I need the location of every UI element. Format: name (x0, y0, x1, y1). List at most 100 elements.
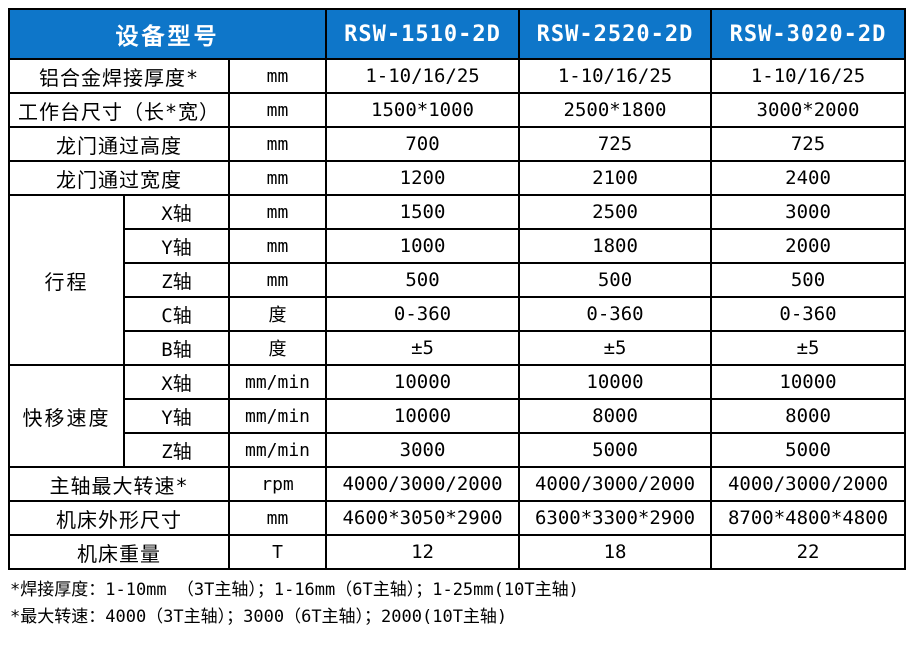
spec-label: 龙门通过高度 (8, 126, 230, 162)
spec-value: 2100 (518, 160, 713, 196)
model-header-rsw-1510: RSW-1510-2D (325, 8, 521, 60)
spec-value: 700 (325, 126, 521, 162)
row-table-size: 工作台尺寸（长*宽） mm 1500*1000 2500*1800 3000*2… (8, 92, 907, 128)
row-machine-weight: 机床重量 T 12 18 22 (8, 534, 907, 570)
spec-unit: mm (227, 160, 328, 196)
spec-table: 设备型号 RSW-1510-2D RSW-2520-2D RSW-3020-2D… (7, 8, 907, 570)
spec-unit: mm/min (227, 432, 328, 468)
spec-value: 4000/3000/2000 (710, 466, 907, 502)
model-header-rsw-2520: RSW-2520-2D (518, 8, 713, 60)
group-label-travel: 行程 (8, 194, 125, 366)
spec-value: 500 (325, 262, 521, 298)
spec-unit: mm/min (227, 398, 328, 434)
row-travel-z: Z轴 mm 500 500 500 (9, 262, 907, 298)
spec-label: 机床外形尺寸 (8, 500, 230, 536)
row-rapid-z: Z轴 mm/min 3000 5000 5000 (9, 432, 907, 468)
row-travel-y: Y轴 mm 1000 1800 2000 (9, 228, 907, 264)
spec-unit: 度 (227, 296, 328, 332)
spec-value: 4000/3000/2000 (518, 466, 713, 502)
axis-label: Z轴 (123, 432, 230, 468)
header-row: 设备型号 RSW-1510-2D RSW-2520-2D RSW-3020-2D (7, 8, 907, 60)
axis-label: Y轴 (123, 398, 230, 434)
spec-value: 12 (325, 534, 521, 570)
row-machine-dimensions: 机床外形尺寸 mm 4600*3050*2900 6300*3300*2900 … (8, 500, 907, 536)
spec-value: 1500 (325, 194, 521, 230)
spec-unit: mm (227, 92, 328, 128)
axis-label: B轴 (123, 330, 230, 366)
spec-unit: rpm (227, 466, 328, 502)
spec-unit: mm (227, 262, 328, 298)
row-travel-b: B轴 度 ±5 ±5 ±5 (9, 330, 907, 366)
spec-value: 10000 (325, 364, 521, 400)
spec-label: 主轴最大转速* (8, 466, 230, 502)
spec-value: 10000 (518, 364, 713, 400)
spec-value: 0-360 (325, 296, 521, 332)
device-model-header: 设备型号 (7, 8, 328, 60)
spec-unit: mm (227, 228, 328, 264)
spec-value: 500 (710, 262, 907, 298)
spec-value: 10000 (325, 398, 521, 434)
row-travel-x: 行程 X轴 mm 1500 2500 3000 (8, 194, 907, 366)
spec-value: 4600*3050*2900 (325, 500, 521, 536)
row-travel-c: C轴 度 0-360 0-360 0-360 (9, 296, 907, 332)
axis-label: C轴 (123, 296, 230, 332)
spec-value: 22 (710, 534, 907, 570)
row-gantry-height: 龙门通过高度 mm 700 725 725 (8, 126, 907, 162)
footnote-weld-thickness: *焊接厚度：1-10mm （3T主轴）；1-16mm（6T主轴）；1-25mm(… (10, 580, 579, 600)
spec-value: 2500*1800 (518, 92, 713, 128)
spec-unit: T (227, 534, 328, 570)
spec-unit: mm (227, 194, 328, 230)
spec-value: 1-10/16/25 (325, 58, 521, 94)
spec-value: 2000 (710, 228, 907, 264)
spec-value: 6300*3300*2900 (518, 500, 713, 536)
spec-value: 5000 (518, 432, 713, 468)
spec-value: 8000 (518, 398, 713, 434)
spec-value: 0-360 (518, 296, 713, 332)
model-header-rsw-3020: RSW-3020-2D (710, 8, 907, 60)
spec-label: 铝合金焊接厚度* (8, 58, 230, 94)
axis-label: X轴 (123, 364, 230, 400)
row-rapid-y: Y轴 mm/min 10000 8000 8000 (9, 398, 907, 434)
row-rapid-x: 快移速度 X轴 mm/min 10000 10000 10000 (8, 364, 907, 468)
spec-value: 0-360 (710, 296, 907, 332)
spec-value: 725 (518, 126, 713, 162)
spec-value: 1-10/16/25 (710, 58, 907, 94)
spec-value: 1800 (518, 228, 713, 264)
spec-value: 1200 (325, 160, 521, 196)
spec-value: 4000/3000/2000 (325, 466, 521, 502)
axis-label: Z轴 (123, 262, 230, 298)
spec-unit: 度 (227, 330, 328, 366)
footnotes: *焊接厚度：1-10mm （3T主轴）；1-16mm（6T主轴）；1-25mm(… (8, 577, 904, 631)
spec-value: 2500 (518, 194, 713, 230)
spec-label: 龙门通过宽度 (8, 160, 230, 196)
axis-label: X轴 (123, 194, 230, 230)
spec-value: 8700*4800*4800 (710, 500, 907, 536)
spec-value: 3000 (710, 194, 907, 230)
spec-value: ±5 (325, 330, 521, 366)
spec-unit: mm (227, 126, 328, 162)
row-gantry-width: 龙门通过宽度 mm 1200 2100 2400 (8, 160, 907, 196)
spec-label: 机床重量 (8, 534, 230, 570)
spec-unit: mm (227, 58, 328, 94)
spec-value: 18 (518, 534, 713, 570)
spec-value: 1-10/16/25 (518, 58, 713, 94)
group-label-rapid-speed: 快移速度 (8, 364, 125, 468)
row-weld-thickness: 铝合金焊接厚度* mm 1-10/16/25 1-10/16/25 1-10/1… (8, 58, 907, 94)
spec-value: 1500*1000 (325, 92, 521, 128)
spec-value: 8000 (710, 398, 907, 434)
axis-label: Y轴 (123, 228, 230, 264)
spec-value: 500 (518, 262, 713, 298)
footnote-max-speed: *最大转速：4000（3T主轴）；3000（6T主轴）；2000(10T主轴) (10, 607, 508, 627)
spec-unit: mm (227, 500, 328, 536)
spec-value: 3000*2000 (710, 92, 907, 128)
spec-value: 10000 (710, 364, 907, 400)
spec-sheet: 设备型号 RSW-1510-2D RSW-2520-2D RSW-3020-2D… (7, 8, 907, 631)
spec-value: ±5 (518, 330, 713, 366)
spec-value: 1000 (325, 228, 521, 264)
spec-unit: mm/min (227, 364, 328, 400)
spec-value: 725 (710, 126, 907, 162)
spec-value: 5000 (710, 432, 907, 468)
spec-value: 2400 (710, 160, 907, 196)
row-spindle-speed: 主轴最大转速* rpm 4000/3000/2000 4000/3000/200… (8, 466, 907, 502)
spec-value: ±5 (710, 330, 907, 366)
